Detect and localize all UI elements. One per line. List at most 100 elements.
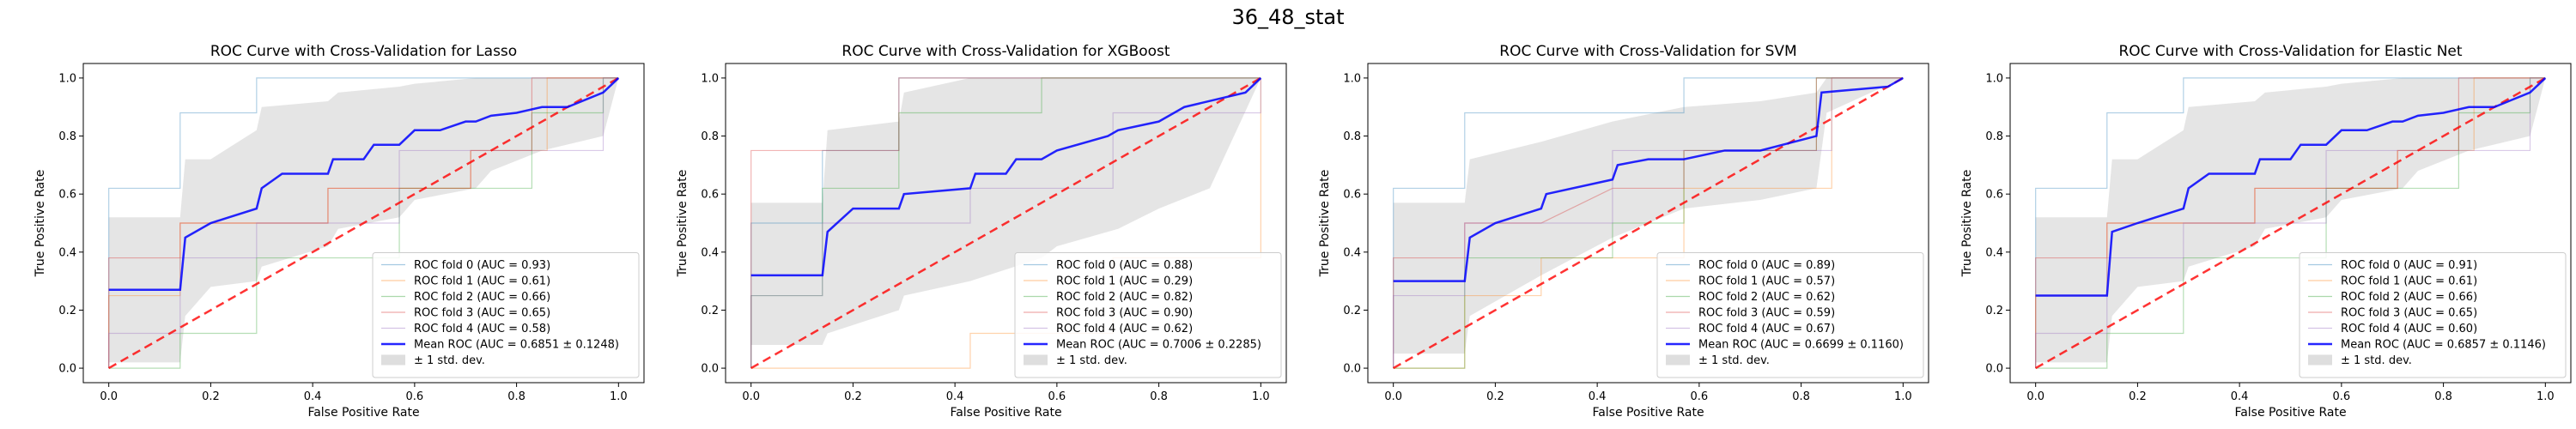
fold-curve-0	[2035, 77, 2546, 369]
y-tick-label: 0.4	[1985, 246, 2003, 259]
roc-panel: 0.0 0.0 0.2 0.2 0.4 0.4 0.6 0.6 0.8 0.8 1.0 1.0 ROC …	[1960, 43, 2572, 420]
x-tick-label: 0.2	[2129, 390, 2147, 403]
x-tick-label: 0.4	[1589, 390, 1607, 403]
legend: ROC fold 0 (AUC = 0.89) ROC fold 1 (AUC =…	[1656, 252, 1924, 378]
plot-frame	[725, 63, 1287, 384]
legend-label: ± 1 std. dev.	[1698, 354, 1770, 367]
y-tick-label: 0.6	[1985, 189, 2003, 202]
legend-box	[372, 252, 640, 378]
legend-label: ROC fold 4 (AUC = 0.58)	[414, 323, 550, 335]
y-tick-label: 1.0	[701, 72, 719, 85]
y-tick-label: 0.4	[58, 246, 76, 259]
fold-curve-4	[1393, 77, 1904, 369]
legend-label: ± 1 std. dev.	[1056, 354, 1127, 367]
panel-title: ROC Curve with Cross-Validation for XGBo…	[841, 43, 1170, 60]
y-tick-label: 0.2	[1343, 305, 1361, 317]
y-tick-label: 0.6	[58, 189, 76, 202]
legend-label: ROC fold 3 (AUC = 0.90)	[1056, 307, 1193, 320]
legend-box	[1656, 252, 1924, 378]
y-tick-label: 0.8	[1985, 130, 2003, 143]
y-tick-label: 0.8	[701, 130, 719, 143]
chance-line	[2035, 76, 2546, 370]
fold-curve-3	[750, 77, 1261, 369]
legend-box	[2299, 252, 2567, 378]
x-axis-label: False Positive Rate	[307, 406, 419, 420]
x-tick-label: 0.0	[742, 390, 760, 403]
legend-box	[1014, 252, 1282, 378]
y-axis-label: True Positive Rate	[1960, 170, 1974, 278]
legend-swatch	[381, 354, 405, 366]
y-tick-label: 0.6	[1343, 189, 1361, 202]
legend-label: ROC fold 2 (AUC = 0.82)	[1056, 291, 1193, 304]
legend: ROC fold 0 (AUC = 0.88) ROC fold 1 (AUC =…	[1014, 252, 1282, 378]
legend-label: ROC fold 3 (AUC = 0.65)	[414, 307, 550, 320]
legend-label: ROC fold 4 (AUC = 0.62)	[1056, 323, 1193, 335]
x-tick-label: 0.4	[946, 390, 964, 403]
y-axis-label: True Positive Rate	[676, 170, 690, 278]
legend-swatch	[1666, 354, 1690, 366]
legend-label: ROC fold 3 (AUC = 0.65)	[2341, 307, 2477, 320]
legend-label: Mean ROC (AUC = 0.6857 ± 0.1146)	[2341, 339, 2546, 352]
legend-swatch	[1024, 354, 1048, 366]
legend-label: Mean ROC (AUC = 0.6851 ± 0.1248)	[414, 339, 619, 352]
std-band	[750, 77, 1261, 346]
y-tick-label: 0.6	[701, 189, 719, 202]
y-tick-label: 0.4	[1343, 246, 1361, 259]
x-tick-label: 1.0	[1894, 390, 1912, 403]
figure-title: 36_48_stat	[1231, 5, 1344, 29]
fold-curve-1	[108, 77, 619, 369]
y-tick-label: 1.0	[58, 72, 76, 85]
chance-line	[108, 76, 619, 370]
panel-title: ROC Curve with Cross-Validation for Lass…	[210, 43, 517, 60]
x-tick-label: 0.8	[1150, 390, 1168, 403]
fold-curve-4	[750, 77, 1261, 369]
y-tick-label: 0.8	[58, 130, 76, 143]
legend-label: Mean ROC (AUC = 0.6699 ± 0.1160)	[1698, 339, 1904, 352]
panel-title: ROC Curve with Cross-Validation for Elas…	[2118, 43, 2462, 60]
y-tick-label: 0.8	[1343, 130, 1361, 143]
mean-roc-curve	[108, 77, 620, 292]
x-tick-label: 0.4	[2231, 390, 2249, 403]
legend-label: ± 1 std. dev.	[414, 354, 485, 367]
y-axis-label: True Positive Rate	[33, 170, 47, 278]
chance-line	[750, 76, 1261, 370]
x-tick-label: 1.0	[610, 390, 628, 403]
fold-curve-2	[108, 77, 619, 369]
y-tick-label: 0.0	[1985, 363, 2003, 376]
y-tick-label: 0.4	[701, 246, 719, 259]
roc-panel: 0.0 0.0 0.2 0.2 0.4 0.4 0.6 0.6 0.8 0.8 1.0 1.0 ROC …	[676, 43, 1287, 420]
plot-frame	[82, 63, 645, 384]
y-tick-label: 0.0	[1343, 363, 1361, 376]
legend-label: Mean ROC (AUC = 0.7006 ± 0.2285)	[1056, 339, 1261, 352]
legend-label: ± 1 std. dev.	[2341, 354, 2412, 367]
x-tick-label: 0.2	[202, 390, 220, 403]
legend-label: ROC fold 4 (AUC = 0.67)	[1698, 323, 1835, 335]
fold-curve-2	[750, 77, 1261, 369]
x-tick-label: 0.2	[1486, 390, 1504, 403]
x-axis-label: False Positive Rate	[950, 406, 1061, 420]
x-tick-label: 0.8	[1792, 390, 1810, 403]
roc-panel: 0.0 0.0 0.2 0.2 0.4 0.4 0.6 0.6 0.8 0.8 1.0 1.0 ROC …	[1318, 43, 1929, 420]
y-tick-label: 0.2	[1985, 305, 2003, 317]
y-tick-label: 0.0	[701, 363, 719, 376]
x-tick-label: 0.8	[507, 390, 526, 403]
fold-curve-4	[2035, 77, 2546, 369]
std-band	[2035, 77, 2546, 363]
legend-label: ROC fold 2 (AUC = 0.66)	[414, 291, 550, 304]
legend-label: ROC fold 0 (AUC = 0.91)	[2341, 259, 2477, 272]
x-tick-label: 0.0	[100, 390, 118, 403]
plot-frame	[2009, 63, 2572, 384]
legend-label: ROC fold 3 (AUC = 0.59)	[1698, 307, 1835, 320]
y-tick-label: 1.0	[1343, 72, 1361, 85]
legend-label: ROC fold 1 (AUC = 0.61)	[2341, 275, 2477, 288]
y-tick-label: 1.0	[1985, 72, 2003, 85]
x-tick-label: 0.6	[2333, 390, 2351, 403]
legend-label: ROC fold 2 (AUC = 0.62)	[1698, 291, 1835, 304]
x-tick-label: 0.6	[406, 390, 424, 403]
legend-label: ROC fold 4 (AUC = 0.60)	[2341, 323, 2477, 335]
fold-curve-4	[108, 77, 619, 369]
plot-frame	[1367, 63, 1929, 384]
legend-label: ROC fold 1 (AUC = 0.29)	[1056, 275, 1193, 288]
mean-roc-curve	[2035, 77, 2547, 297]
